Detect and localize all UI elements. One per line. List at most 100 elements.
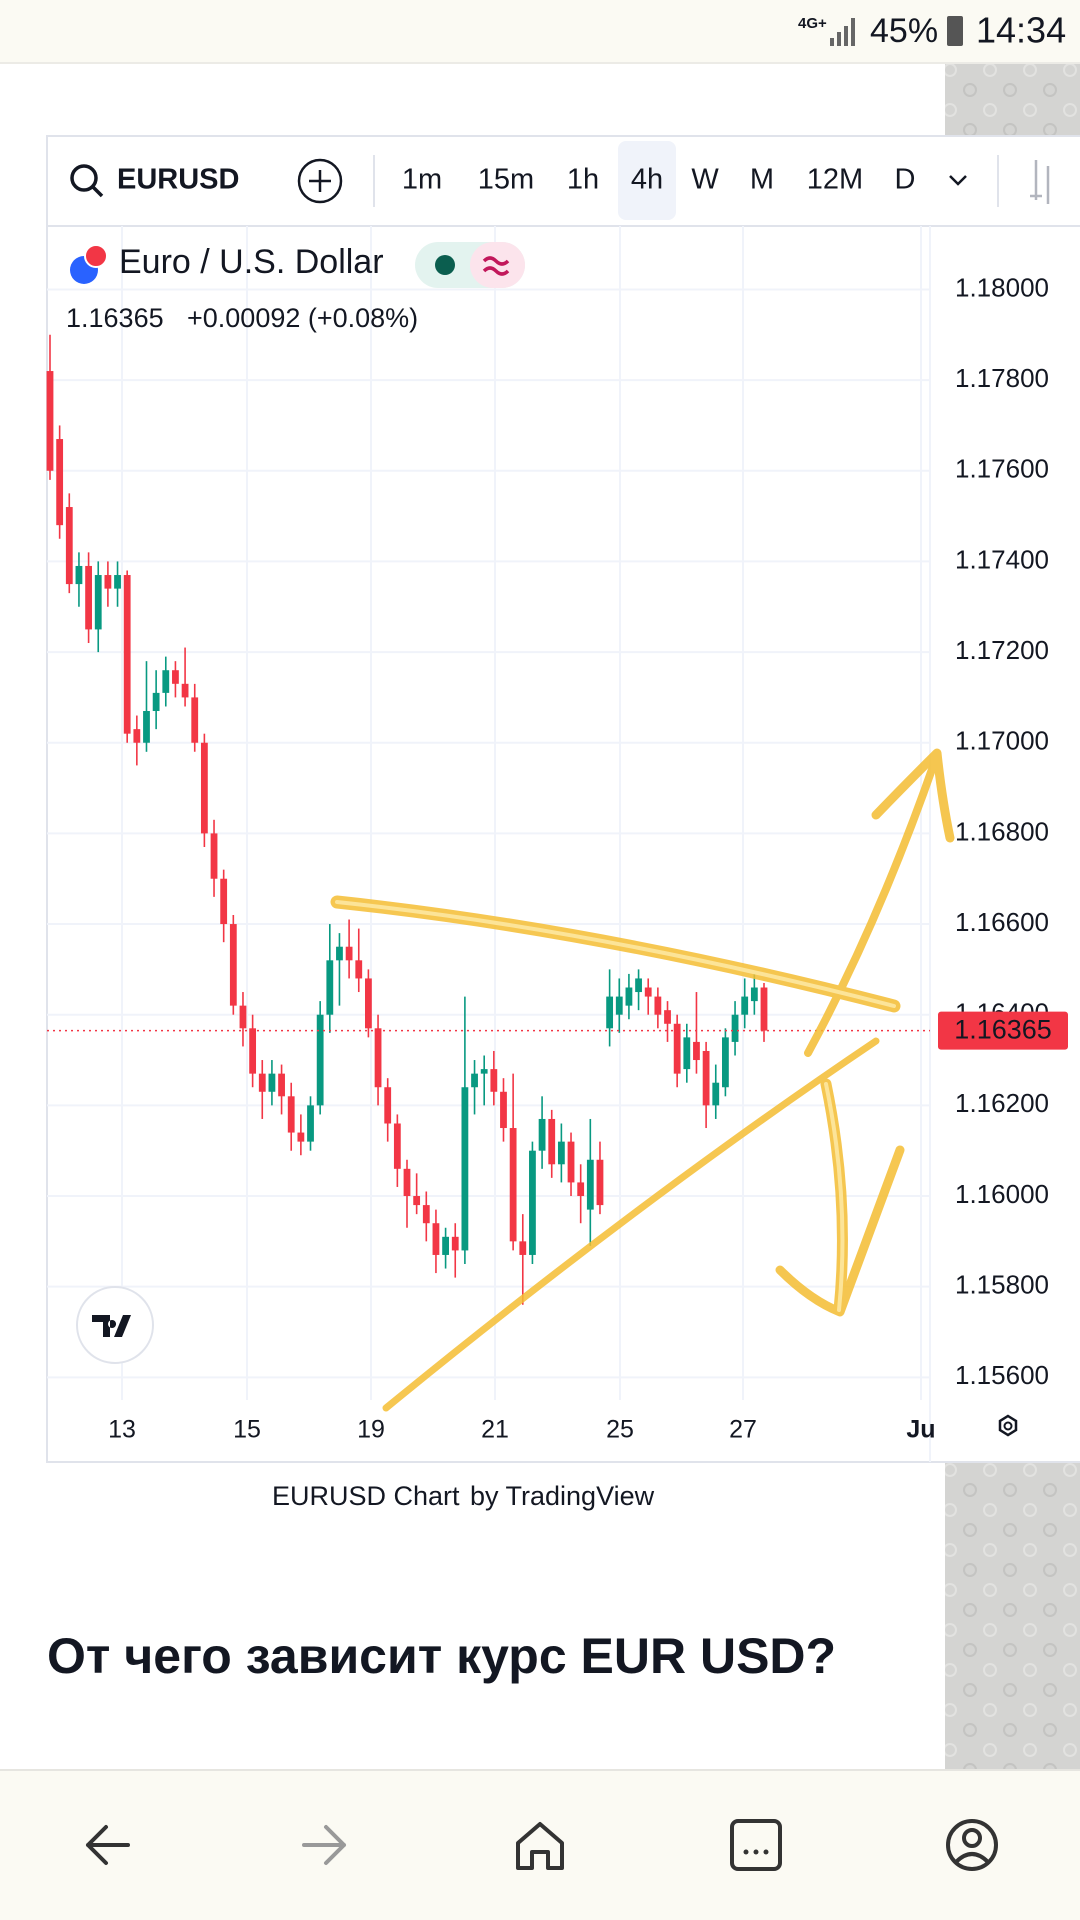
candle-body (162, 670, 170, 693)
interval-button[interactable]: D (895, 164, 916, 196)
home-button[interactable] (516, 1822, 564, 1870)
x-tick-label: 21 (481, 1416, 509, 1444)
candle-body (239, 1005, 247, 1029)
x-tick-label: 15 (233, 1416, 261, 1444)
interval-dropdown[interactable] (949, 175, 967, 186)
candle-body (432, 1223, 440, 1255)
us-flag (84, 244, 108, 268)
down-arrowhead (775, 1145, 905, 1317)
candle-body (471, 1073, 478, 1088)
candle-body (586, 1159, 594, 1210)
tabs-button[interactable] (730, 1819, 782, 1871)
x-tick-label: Ju (906, 1416, 935, 1444)
grid: 1.156001.158001.160001.162001.164001.166… (47, 226, 1049, 1400)
forward-button[interactable] (302, 1825, 346, 1865)
candle-body (191, 697, 199, 743)
price-label: 1.16365 (938, 1011, 1068, 1050)
search-button[interactable]: EURUSD (70, 164, 239, 198)
y-tick-label: 1.16600 (955, 907, 1049, 937)
candle-body (490, 1069, 498, 1092)
y-tick-label: 1.18000 (955, 272, 1049, 302)
candle-body (46, 371, 54, 471)
account-head (962, 1828, 982, 1848)
candle-body (413, 1196, 421, 1206)
signal-icon (830, 18, 855, 46)
candle-body (557, 1141, 565, 1165)
candle-body (567, 1141, 575, 1183)
candle-body (577, 1182, 585, 1197)
status-bar (0, 0, 1080, 62)
candle-body (200, 742, 208, 834)
candle-body (229, 924, 237, 1006)
status-divider (0, 62, 1080, 64)
candle-body (365, 978, 372, 1029)
up-arrow (804, 751, 941, 1057)
candle-body (548, 1118, 556, 1165)
candle-body (143, 711, 150, 743)
candle-body (538, 1118, 546, 1151)
search-icon (70, 164, 98, 192)
candle-body (606, 996, 614, 1029)
candle-body (172, 670, 179, 684)
interval-button[interactable]: 4h (631, 164, 663, 196)
candle-body (461, 1087, 469, 1251)
x-tick-label: 27 (729, 1416, 757, 1444)
candle-body (442, 1236, 449, 1255)
candle-body (480, 1069, 488, 1074)
candle-body (181, 683, 189, 698)
caption-suffix: by TradingView (470, 1481, 655, 1511)
candle-body (741, 996, 749, 1015)
candle-body (393, 1123, 401, 1169)
battery-percent: 45% (870, 12, 938, 50)
article-heading: От чего зависит курс EUR USD? (47, 1628, 836, 1684)
chart-link[interactable]: EURUSD Chart (272, 1481, 460, 1511)
candle-body (94, 575, 102, 630)
account-body (954, 1852, 990, 1864)
settings-icon[interactable] (998, 1414, 1018, 1437)
search-icon-handle (91, 185, 104, 198)
annotations (330, 748, 955, 1412)
network-type: 4G+ (798, 15, 827, 32)
interval-button[interactable]: 12M (807, 164, 863, 196)
candle-body (220, 878, 228, 925)
x-tick-label: 25 (606, 1416, 634, 1444)
compare-button[interactable] (297, 158, 343, 204)
y-tick-label: 1.15600 (955, 1360, 1049, 1390)
down-highlight (824, 1082, 845, 1312)
symbol[interactable]: EURUSD (117, 164, 239, 196)
y-tick-label: 1.15800 (955, 1270, 1049, 1300)
candle-body (258, 1073, 266, 1092)
back-button[interactable] (86, 1825, 130, 1865)
candle-body (336, 946, 343, 961)
interval-button[interactable]: 15m (478, 164, 534, 196)
candle-body (56, 439, 64, 526)
y-tick-label: 1.17800 (955, 363, 1049, 393)
candle-body (152, 692, 160, 712)
candle-body (345, 946, 353, 961)
candle-body (123, 575, 131, 734)
symbol-title: Euro / U.S. Dollar (119, 243, 384, 281)
candle-body (750, 987, 758, 1002)
x-axis: 13 15 19 21 25 27 Ju (108, 1416, 936, 1444)
candle-body (615, 996, 623, 1015)
candle-body (278, 1073, 285, 1097)
interval-button[interactable]: 1m (402, 164, 442, 196)
y-tick-label: 1.16800 (955, 816, 1049, 846)
account-button[interactable] (946, 1819, 998, 1871)
candle-body (287, 1096, 295, 1133)
candle-body (422, 1205, 430, 1224)
delay-icon (482, 256, 510, 276)
symbol-icon (70, 244, 108, 284)
candle-body (635, 978, 642, 993)
chart-type-button[interactable] (1030, 160, 1050, 204)
interval-button[interactable]: M (750, 164, 774, 196)
candle-body (529, 1150, 536, 1255)
interval-button[interactable]: W (691, 164, 719, 196)
y-tick-label: 1.17600 (955, 454, 1049, 484)
candle-body (664, 1010, 671, 1024)
battery-icon (947, 16, 963, 46)
interval-button[interactable]: 1h (567, 164, 599, 196)
candle-body (693, 1041, 700, 1061)
candle-body (210, 833, 218, 879)
